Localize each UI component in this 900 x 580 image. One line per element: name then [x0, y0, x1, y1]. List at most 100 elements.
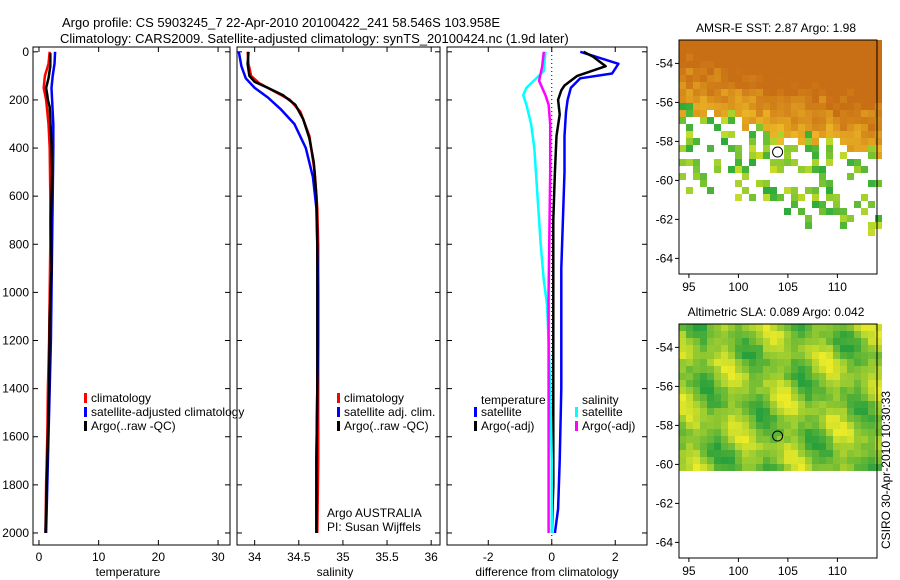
map-cell [756, 96, 763, 103]
map-cell [798, 61, 805, 68]
map-cell [840, 380, 847, 387]
map-cell [728, 443, 735, 450]
x-tick-label: 34.5 [287, 550, 311, 564]
map-cell [777, 366, 784, 373]
map-cell [742, 408, 749, 415]
map-cell [840, 443, 847, 450]
map-cell [826, 138, 833, 145]
map-cell [833, 352, 840, 359]
map-cell [875, 47, 882, 54]
map-cell [833, 415, 840, 422]
map-cell [868, 229, 875, 236]
map-cell [770, 380, 777, 387]
map-cell [742, 359, 749, 366]
map-cell [798, 166, 805, 173]
map-cell [749, 331, 756, 338]
map-cell [714, 408, 721, 415]
map-cell [749, 401, 756, 408]
map-cell [714, 352, 721, 359]
map-cell [756, 117, 763, 124]
map-cell [861, 331, 868, 338]
map-cell [798, 338, 805, 345]
map-cell [826, 110, 833, 117]
map-cell [854, 75, 861, 82]
map-cell [686, 408, 693, 415]
map-cell [854, 96, 861, 103]
map-cell [784, 345, 791, 352]
map-cell [833, 68, 840, 75]
map-cell [861, 415, 868, 422]
map-cell [840, 331, 847, 338]
map-cell [875, 152, 882, 159]
map-cell [693, 331, 700, 338]
map-cell [854, 324, 861, 331]
map-cell [770, 159, 777, 166]
map-cell [763, 82, 770, 89]
map-cell [714, 422, 721, 429]
map-cell [791, 352, 798, 359]
map-cell [812, 436, 819, 443]
map-cell [679, 464, 686, 471]
map-cell [840, 82, 847, 89]
map-cell [721, 359, 728, 366]
map-cell [749, 152, 756, 159]
map-cell [875, 415, 882, 422]
y-tick-label: 1600 [2, 430, 29, 444]
map-cell [868, 401, 875, 408]
map-cell [714, 75, 721, 82]
map-cell [861, 166, 868, 173]
map-cell [833, 373, 840, 380]
x-tick-label: 35 [336, 550, 350, 564]
map-cell [875, 54, 882, 61]
map-cell [840, 345, 847, 352]
map-cell [749, 464, 756, 471]
map-cell [777, 331, 784, 338]
map-cell [854, 401, 861, 408]
map-cell [812, 422, 819, 429]
map-cell [700, 82, 707, 89]
map-cell [770, 138, 777, 145]
map-cell [868, 117, 875, 124]
map-cell [763, 394, 770, 401]
y-tick-label: 1400 [2, 382, 29, 396]
map-cell [686, 331, 693, 338]
map-cell [840, 96, 847, 103]
map-cell [826, 429, 833, 436]
map-cell [756, 366, 763, 373]
map-cell [861, 366, 868, 373]
map-cell [693, 166, 700, 173]
map-cell [847, 68, 854, 75]
map-cell [798, 387, 805, 394]
map-cell [784, 394, 791, 401]
map-cell [805, 61, 812, 68]
map-cell [679, 75, 686, 82]
map-cell [777, 103, 784, 110]
map-cell [805, 464, 812, 471]
map-cell [777, 408, 784, 415]
map-cell [763, 457, 770, 464]
x-tick-label: 95 [682, 564, 696, 578]
map-cell [742, 82, 749, 89]
map-cell [868, 75, 875, 82]
map-cell [707, 82, 714, 89]
map-cell [826, 380, 833, 387]
map-cell [826, 152, 833, 159]
map-cell [700, 89, 707, 96]
map-cell [840, 152, 847, 159]
map-cell [784, 373, 791, 380]
map-cell [875, 89, 882, 96]
map-cell [742, 373, 749, 380]
y-tick-label: 200 [9, 93, 29, 107]
map-cell [784, 366, 791, 373]
map-cell [861, 82, 868, 89]
map-cell [728, 380, 735, 387]
legend-label-sal-argo: Argo(-adj) [582, 419, 635, 433]
map-cell [735, 359, 742, 366]
map-cell [686, 338, 693, 345]
map-cell [833, 124, 840, 131]
map-cell [784, 96, 791, 103]
map-cell [693, 422, 700, 429]
map-cell [854, 331, 861, 338]
map-cell [707, 54, 714, 61]
map-cell [679, 415, 686, 422]
